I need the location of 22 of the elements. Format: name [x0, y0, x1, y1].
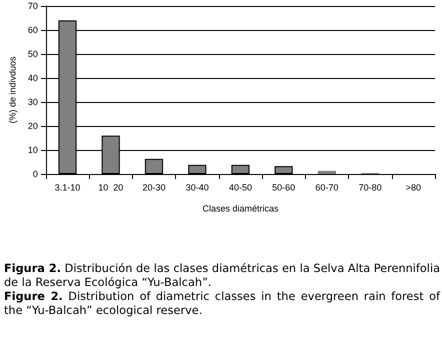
x-tick-label: 30-40	[186, 182, 209, 192]
y-tick-label: 0	[32, 169, 38, 179]
x-tick-label: 60-70	[315, 182, 338, 192]
x-tick-label: 70-80	[358, 182, 382, 192]
y-axis-title: (%) de indivduos	[8, 56, 18, 124]
text: Figura 2. Distribución de las clases diamétricas en la Selva Alta Perennifolia de la Reserva Ecológica “Yu-Balcah”.	[4, 262, 440, 290]
x-tick-label: 10 20	[98, 182, 124, 192]
y-tick-label: 50	[28, 49, 38, 59]
x-tick-label: 40-50	[228, 182, 252, 192]
caption: Figure 2. Distribution of diametric classes in the evergreen rain forest of the “Yu-Balcah” ecological reserve.	[4, 290, 440, 318]
y-tick-label: 40	[28, 73, 38, 83]
x-tick-label: 20-30	[142, 182, 166, 192]
x-tick-label: 50-60	[272, 182, 296, 192]
bar	[318, 170, 336, 174]
y-tick-label: 70	[28, 1, 38, 11]
x-tick-label: >80	[406, 182, 422, 192]
x-axis-title: Clases diamétricas	[202, 204, 279, 214]
y-tick-label: 20	[28, 121, 38, 131]
x-tick-label: 3.1-10	[54, 182, 80, 192]
y-tick-label: 60	[28, 25, 38, 35]
y-tick-label: 10	[28, 145, 38, 155]
y-tick-label: 30	[28, 97, 38, 107]
